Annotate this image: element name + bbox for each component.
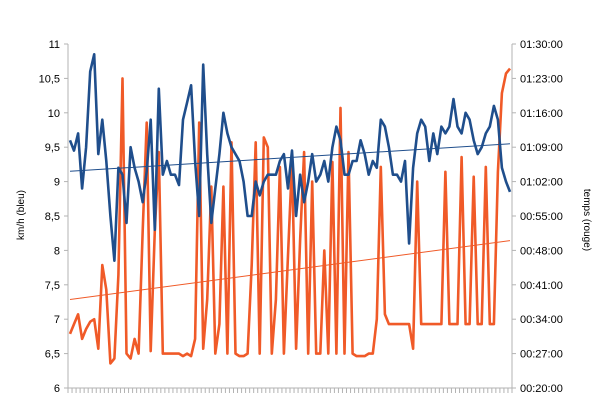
right-tick-label: 01:16:00 [520, 108, 563, 120]
right-tick-label: 00:34:00 [520, 314, 563, 326]
right-tick-label: 00:48:00 [520, 245, 563, 257]
right-tick-label: 01:30:00 [520, 39, 563, 51]
right-tick-label: 00:55:00 [520, 211, 563, 223]
left-tick-label: 8 [54, 245, 60, 257]
left-tick-label: 11 [49, 39, 60, 51]
left-tick-label: 9,5 [45, 142, 60, 154]
left-tick-label: 9 [54, 177, 60, 189]
right-axis-ticks: 00:20:00 00:27:00 00:34:00 00:41:00 00:48:00… [512, 39, 563, 395]
right-axis-title: temps (rouge) [581, 189, 592, 251]
x-axis-ticks [67, 388, 513, 393]
left-axis-ticks: 6 6,5 7 7,5 8 8,5 9 9,5 10 10,5 11 [39, 39, 68, 395]
left-tick-label: 10 [48, 108, 60, 120]
left-tick-label: 7,5 [45, 280, 60, 292]
left-tick-label: 7 [54, 314, 60, 326]
right-tick-label: 01:09:00 [520, 142, 563, 154]
left-axis-title: km/h (bleu) [16, 190, 27, 240]
right-tick-label: 01:23:00 [520, 73, 563, 85]
left-tick-label: 6 [54, 383, 60, 395]
right-tick-label: 01:02:00 [520, 177, 563, 189]
time-trend-line [69, 240, 511, 301]
right-tick-label: 00:41:00 [520, 280, 563, 292]
left-tick-label: 10,5 [39, 73, 60, 85]
series-layer [68, 52, 512, 365]
right-tick-label: 00:20:00 [520, 383, 563, 395]
left-tick-label: 6,5 [45, 349, 60, 361]
time-series-line [68, 67, 512, 365]
left-tick-label: 8,5 [45, 211, 60, 223]
speed-series-line [68, 52, 512, 263]
right-tick-label: 00:27:00 [520, 349, 563, 361]
speed-trend-line [69, 143, 511, 172]
